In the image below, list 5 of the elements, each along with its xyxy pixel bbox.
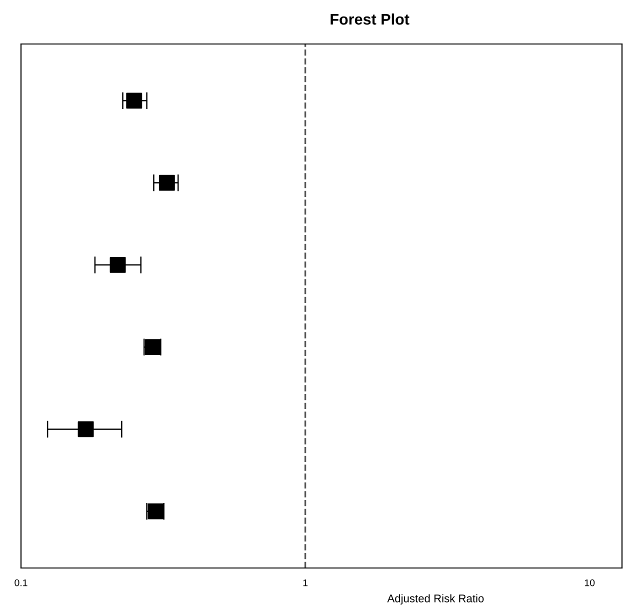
x-axis-title: Adjusted Risk Ratio	[387, 594, 484, 605]
x-tick-label: 1	[303, 579, 308, 586]
x-tick-label: 0.1	[14, 579, 28, 586]
x-tick-label: 10	[584, 579, 595, 586]
chart-title: Forest Plot	[330, 13, 410, 25]
